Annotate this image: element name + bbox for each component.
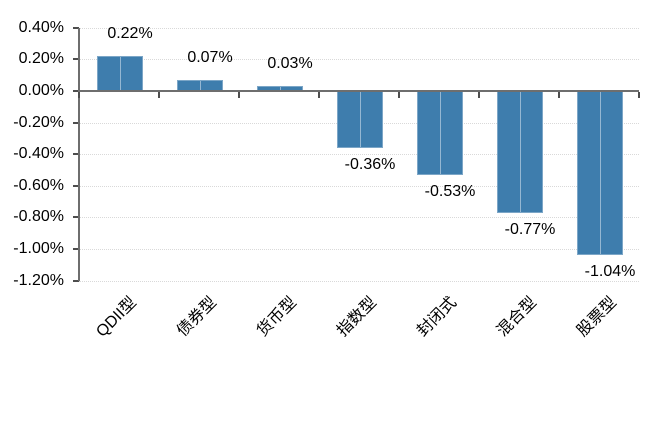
x-axis-tick <box>158 92 160 98</box>
y-axis-line <box>78 28 80 281</box>
y-axis-tick-label: -0.20% <box>13 114 64 131</box>
data-label: 0.07% <box>187 49 233 66</box>
y-axis-tick-label: -0.60% <box>13 177 64 194</box>
x-axis-tick <box>558 92 560 98</box>
x-axis-zero-line <box>79 90 639 92</box>
x-axis-tick <box>478 92 480 98</box>
category-label: 债券型 <box>174 294 221 340</box>
y-axis-tick <box>73 122 79 124</box>
bar-股票型 <box>577 91 623 255</box>
y-axis-tick-label: 0.00% <box>18 82 64 99</box>
data-label: -0.53% <box>424 183 476 200</box>
category-label: 混合型 <box>494 294 541 340</box>
data-label: -0.36% <box>344 156 396 173</box>
y-axis-tick <box>73 90 79 92</box>
x-axis-tick <box>318 92 320 98</box>
y-axis-tick <box>73 216 79 218</box>
y-axis-tick <box>73 248 79 250</box>
x-axis-tick <box>78 92 80 98</box>
y-axis-tick <box>73 153 79 155</box>
x-axis-tick <box>398 92 400 98</box>
x-axis-tick <box>638 92 640 98</box>
data-label: 0.03% <box>267 55 313 72</box>
y-axis-tick <box>73 185 79 187</box>
y-axis-tick-label: 0.20% <box>18 50 64 67</box>
bar-指数型 <box>337 91 383 148</box>
gridline <box>79 186 639 187</box>
category-label: 货币型 <box>254 294 301 340</box>
y-axis-tick <box>73 27 79 29</box>
category-label: 封闭式 <box>414 294 461 340</box>
y-axis-tick-label: 0.40% <box>18 19 64 36</box>
data-label: -1.04% <box>584 263 636 280</box>
x-axis-tick <box>238 92 240 98</box>
bar-封闭式 <box>417 91 463 175</box>
y-axis-tick-label: -1.00% <box>13 240 64 257</box>
y-axis-tick-label: -0.80% <box>13 208 64 225</box>
bar-QDII型 <box>97 56 143 91</box>
gridline <box>79 154 639 155</box>
gridline <box>79 249 639 250</box>
gridline <box>79 281 639 282</box>
y-axis-tick-label: -0.40% <box>13 145 64 162</box>
category-label: 指数型 <box>334 294 381 340</box>
gridline <box>79 28 639 29</box>
category-label: QDII型 <box>93 294 141 341</box>
gridline <box>79 217 639 218</box>
y-axis-tick-label: -1.20% <box>13 272 64 289</box>
y-axis-tick <box>73 280 79 282</box>
y-axis-tick <box>73 58 79 60</box>
category-label: 股票型 <box>574 294 621 340</box>
gridline <box>79 59 639 60</box>
data-label: 0.22% <box>107 25 153 42</box>
bar-混合型 <box>497 91 543 213</box>
data-label: -0.77% <box>504 221 556 238</box>
